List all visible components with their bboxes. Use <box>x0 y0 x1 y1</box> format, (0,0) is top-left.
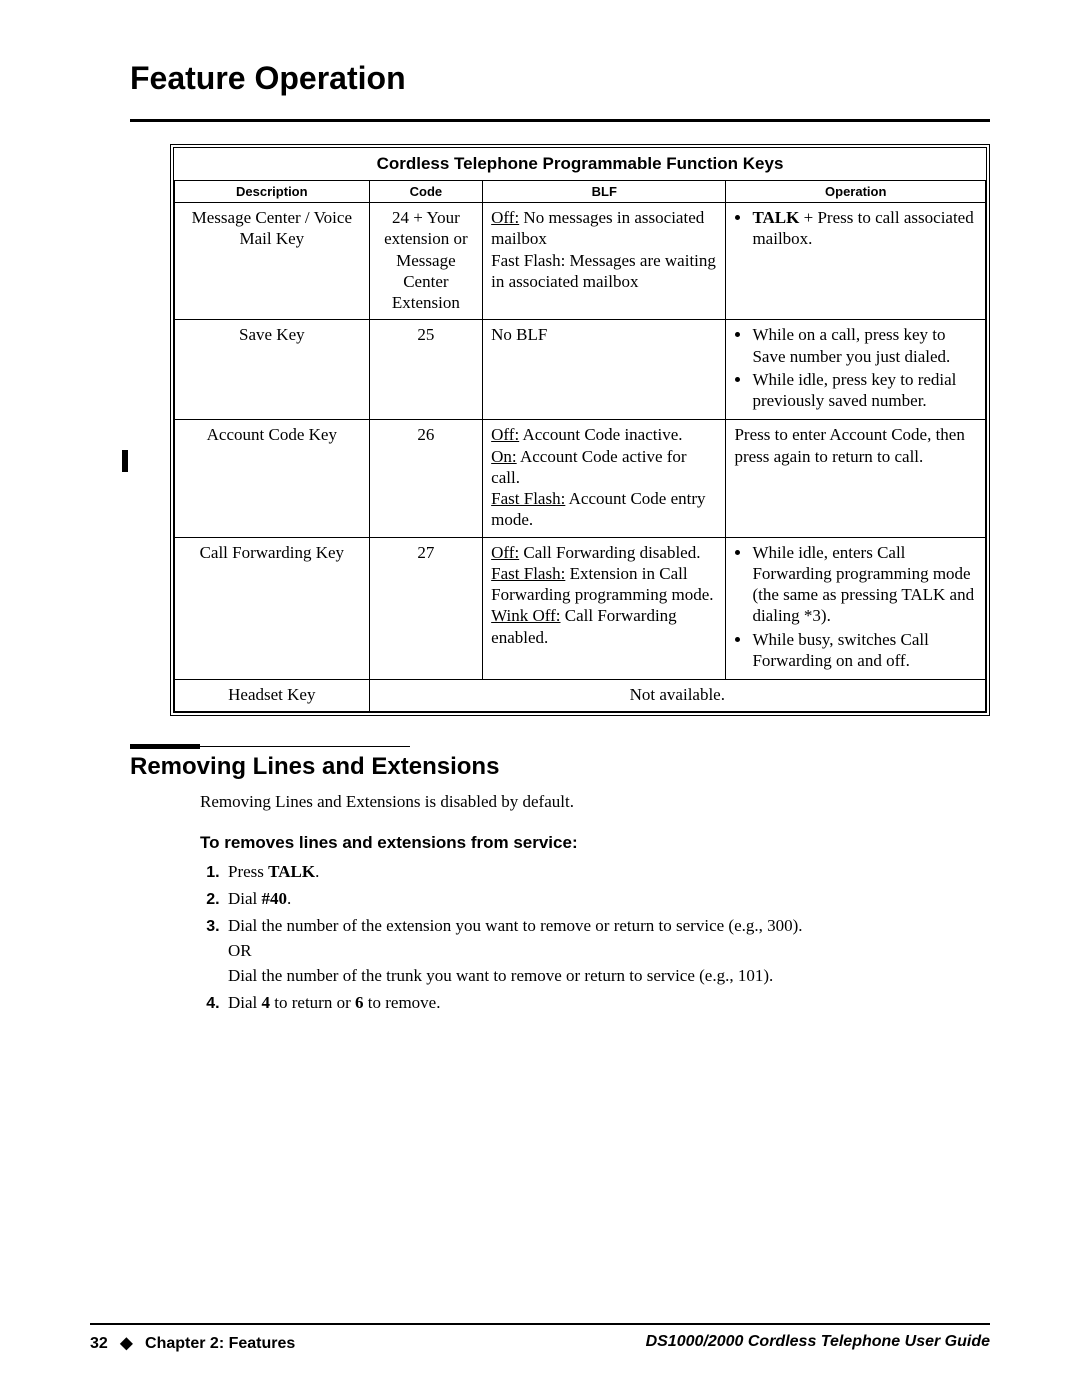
section-intro: Removing Lines and Extensions is disable… <box>200 791 990 814</box>
cell-operation: Press to enter Account Code, then press … <box>726 420 986 537</box>
section-title: Removing Lines and Extensions <box>130 753 990 781</box>
table-column-header: Code <box>369 181 483 203</box>
table-row: Call Forwarding Key27Off: Call Forwardin… <box>175 537 986 680</box>
table-row: Message Center / Voice Mail Key24 + Your… <box>175 203 986 320</box>
diamond-icon: ◆ <box>120 1335 132 1352</box>
cell-description: Call Forwarding Key <box>175 537 370 680</box>
cell-blf: No BLF <box>483 320 726 420</box>
table-caption: Cordless Telephone Programmable Function… <box>175 148 986 181</box>
footer-right: DS1000/2000 Cordless Telephone User Guid… <box>646 1333 990 1353</box>
footer-chapter: Chapter 2: Features <box>145 1335 295 1352</box>
page-footer: 32 ◆ Chapter 2: Features DS1000/2000 Cor… <box>90 1333 990 1353</box>
page-number: 32 <box>90 1335 108 1352</box>
cell-blf: Off: No messages in associated mailboxFa… <box>483 203 726 320</box>
title-rule <box>130 119 990 122</box>
cell-operation: While on a call, press key to Save numbe… <box>726 320 986 420</box>
list-item: Dial the number of the extension you wan… <box>224 915 990 988</box>
cell-description: Headset Key <box>175 680 370 712</box>
cell-span: Not available. <box>369 680 985 712</box>
function-keys-table: Cordless Telephone Programmable Function… <box>174 148 986 712</box>
cell-description: Save Key <box>175 320 370 420</box>
list-item: Dial 4 to return or 6 to remove. <box>224 992 990 1015</box>
list-item: Press TALK. <box>224 861 990 884</box>
procedure-list: Press TALK. Dial #40. Dial the number of t… <box>200 861 990 1015</box>
table-row: Account Code Key26Off: Account Code inac… <box>175 420 986 537</box>
cell-code: 25 <box>369 320 483 420</box>
cell-description: Message Center / Voice Mail Key <box>175 203 370 320</box>
cell-code: 24 + Your extension or Message Center Ex… <box>369 203 483 320</box>
table-column-header: Operation <box>726 181 986 203</box>
section-heading: Removing Lines and Extensions <box>130 744 990 781</box>
table-row: Headset KeyNot available. <box>175 680 986 712</box>
footer-left: 32 ◆ Chapter 2: Features <box>90 1333 295 1353</box>
change-bar <box>122 450 128 472</box>
table-row: Save Key25No BLFWhile on a call, press k… <box>175 320 986 420</box>
cell-operation: While idle, enters Call Forwarding progr… <box>726 537 986 680</box>
function-keys-table-wrap: Cordless Telephone Programmable Function… <box>170 144 990 716</box>
footer-rule <box>90 1323 990 1325</box>
cell-description: Account Code Key <box>175 420 370 537</box>
section-body: Removing Lines and Extensions is disable… <box>200 791 990 1015</box>
list-item: Dial #40. <box>224 888 990 911</box>
cell-code: 26 <box>369 420 483 537</box>
table-column-header: BLF <box>483 181 726 203</box>
table-column-header: Description <box>175 181 370 203</box>
procedure-title: To removes lines and extensions from ser… <box>200 832 990 855</box>
page-title: Feature Operation <box>130 60 990 97</box>
section-rule-thick <box>130 744 200 749</box>
section-rule-thin <box>200 746 410 747</box>
cell-code: 27 <box>369 537 483 680</box>
cell-operation: TALK + Press to call associated mailbox. <box>726 203 986 320</box>
cell-blf: Off: Call Forwarding disabled.Fast Flash… <box>483 537 726 680</box>
cell-blf: Off: Account Code inactive.On: Account C… <box>483 420 726 537</box>
